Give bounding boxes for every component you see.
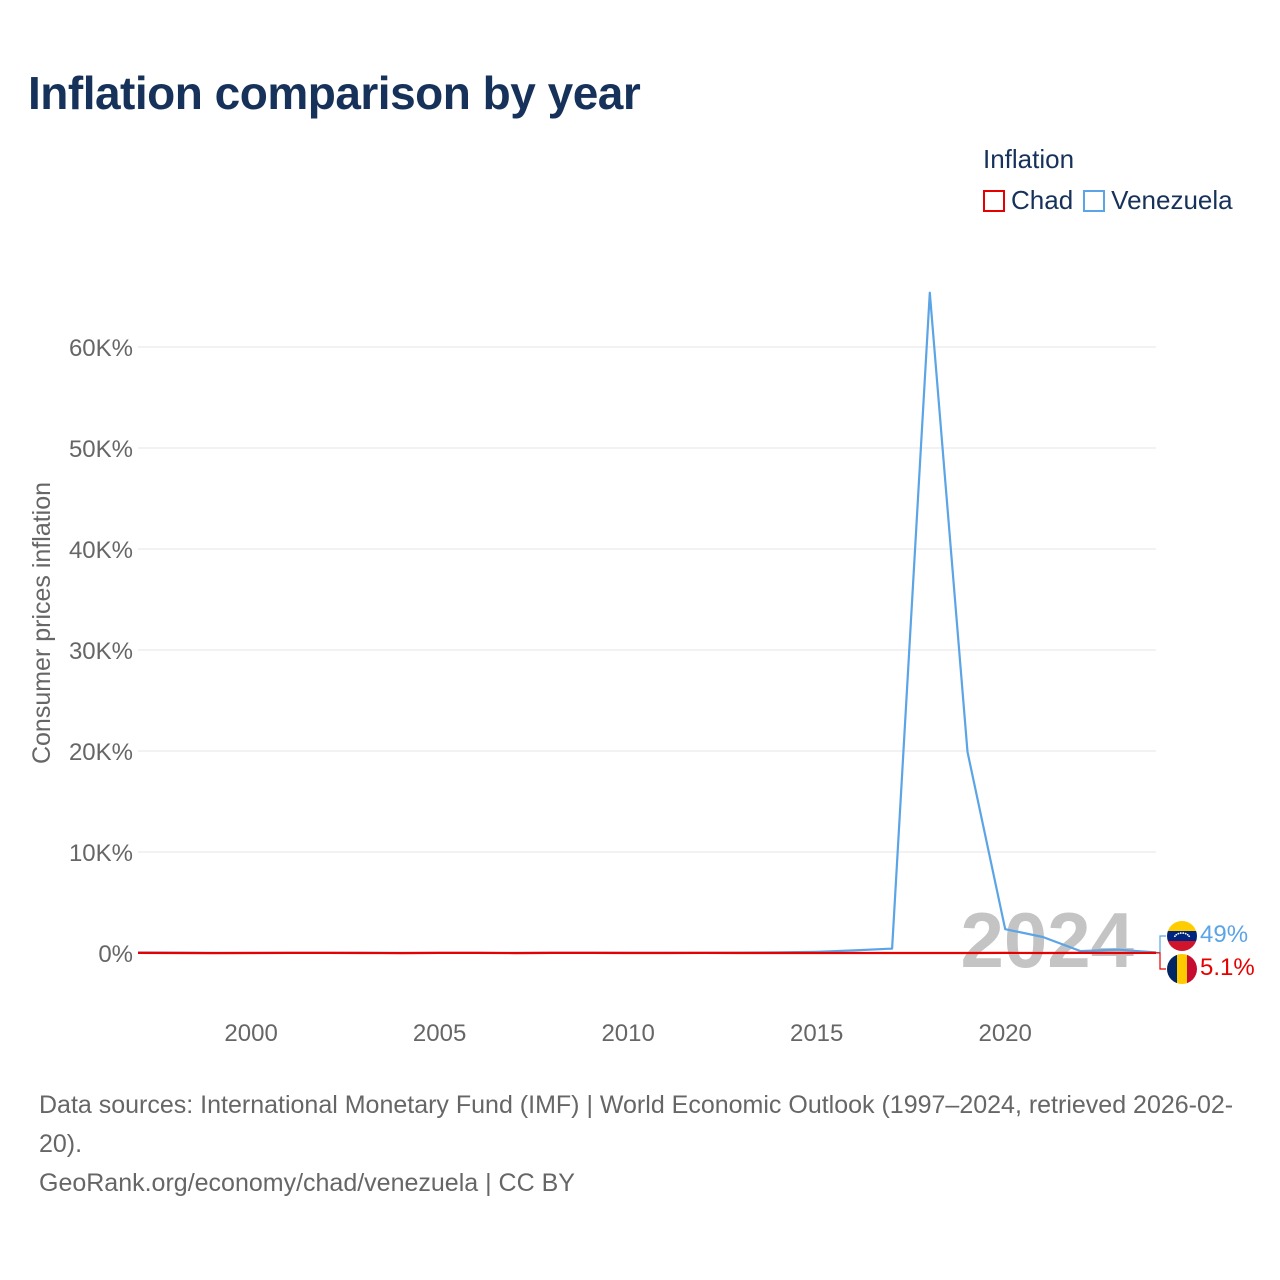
legend-label-venezuela: Venezuela [1111,185,1233,215]
connector-chad [1156,952,1166,970]
x-axis-ticks: 2000 2005 2010 2015 2020 [224,1020,1031,1047]
end-label-venezuela: 49% [1200,921,1248,948]
x-tick-label: 2010 [601,1020,654,1047]
connector-venezuela [1156,935,1166,954]
legend-swatch-venezuela [1083,189,1106,212]
end-labels: 49% 5.1% [1156,921,1255,984]
x-tick-label: 2015 [790,1020,843,1047]
legend-label-chad: Chad [1011,185,1074,215]
y-tick-label: 40K% [69,537,133,564]
venezuela-flag-icon [1167,921,1197,951]
series-line-venezuela[interactable] [137,291,1157,955]
legend-item-chad[interactable]: Chad [983,185,1073,216]
x-tick-label: 2005 [413,1020,466,1047]
y-tick-label: 0% [98,941,133,968]
series-lines [137,291,1157,955]
legend: Chad Venezuela [983,185,1233,216]
y-tick-label: 20K% [69,739,133,766]
data-sources: Data sources: International Monetary Fun… [39,1091,1234,1158]
x-tick-label: 2020 [978,1020,1031,1047]
legend-title: Inflation [983,144,1075,174]
legend-item-venezuela[interactable]: Venezuela [1083,185,1233,216]
x-tick-label: 2000 [224,1020,277,1047]
legend-swatch-chad [983,189,1005,212]
line-chart: 0%10K%20K%30K%40K%50K%60K% 2000 2005 2010 2… [28,291,1255,1047]
chart-title: Inflation comparison by year [28,67,641,119]
y-tick-label: 60K% [69,335,133,362]
footer: Data sources: International Monetary Fun… [39,1086,1254,1203]
year-watermark: 2024 [960,896,1134,984]
grid-lines [138,346,1156,954]
y-axis-ticks: 0% 10K% 20K% 30K% 40K% 50K% 60K% [69,335,133,968]
y-axis-label: Consumer prices inflation [28,482,56,764]
y-tick-label: 30K% [69,638,133,665]
y-tick-label: 10K% [69,840,133,867]
credit-link[interactable]: GeoRank.org/economy/chad/venezuela | CC … [39,1169,575,1197]
chad-flag-icon [1167,954,1197,984]
end-label-chad: 5.1% [1200,954,1255,981]
y-tick-label: 50K% [69,436,133,463]
